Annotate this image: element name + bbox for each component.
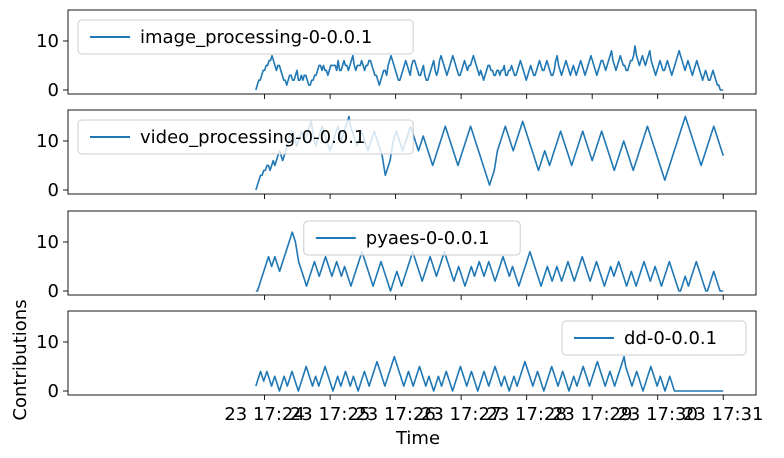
y-axis-label: Contributions — [10, 299, 31, 420]
panel-4: 0 10 dd-0-0.0.1 — [36, 310, 757, 402]
y-tick-label: 0 — [48, 281, 59, 302]
axes-frame — [67, 310, 757, 396]
y-tick-label: 10 — [36, 31, 59, 52]
y-tick-label: 10 — [36, 232, 59, 253]
axes-frame — [67, 210, 757, 296]
legend-box — [303, 220, 521, 256]
y-tick-label: 0 — [48, 80, 59, 101]
legend-label: image_processing-0-0.0.1 — [140, 27, 372, 48]
legend-label: pyaes-0-0.0.1 — [366, 228, 490, 249]
x-tick-label: 23 17:30 — [617, 404, 698, 425]
x-axis-label: Time — [395, 428, 440, 449]
series-line-1 — [255, 45, 724, 91]
legend-2: video_processing-0-0.0.1 — [77, 119, 414, 155]
series-line-4 — [255, 355, 724, 392]
legend-box — [77, 19, 414, 55]
legend-3: pyaes-0-0.0.1 — [303, 220, 521, 256]
legend-4: dd-0-0.0.1 — [561, 320, 747, 356]
panel-3: 0 10 pyaes-0-0.0.1 — [36, 210, 757, 302]
x-tick-label: 23 17:27 — [421, 404, 502, 425]
legend-1: image_processing-0-0.0.1 — [77, 19, 414, 55]
x-tick-label: 23 17:26 — [355, 404, 436, 425]
x-tick-label: 23 17:31 — [683, 404, 764, 425]
panel-1: 0 10 image_processing-0-0.0.1 — [36, 9, 757, 101]
legend-label: video_processing-0-0.0.1 — [140, 127, 365, 148]
y-tick-label: 10 — [36, 131, 59, 152]
x-tick-label: 23 17:24 — [224, 404, 305, 425]
x-tick-label: 23 17:29 — [552, 404, 633, 425]
series-line-3 — [255, 231, 724, 292]
panel-2: 0 10 video_processing-0-0.0.1 — [36, 109, 757, 201]
y-tick-label: 0 — [48, 381, 59, 402]
axes-frame — [67, 109, 757, 195]
y-tick-label: 0 — [48, 180, 59, 201]
legend-box — [561, 320, 747, 356]
legend-box — [77, 119, 414, 155]
y-tick-label: 10 — [36, 332, 59, 353]
axes-frame — [67, 9, 757, 95]
x-tick-label: 23 17:28 — [486, 404, 567, 425]
legend-label: dd-0-0.0.1 — [624, 328, 717, 349]
x-tick-label: 23 17:25 — [290, 404, 371, 425]
